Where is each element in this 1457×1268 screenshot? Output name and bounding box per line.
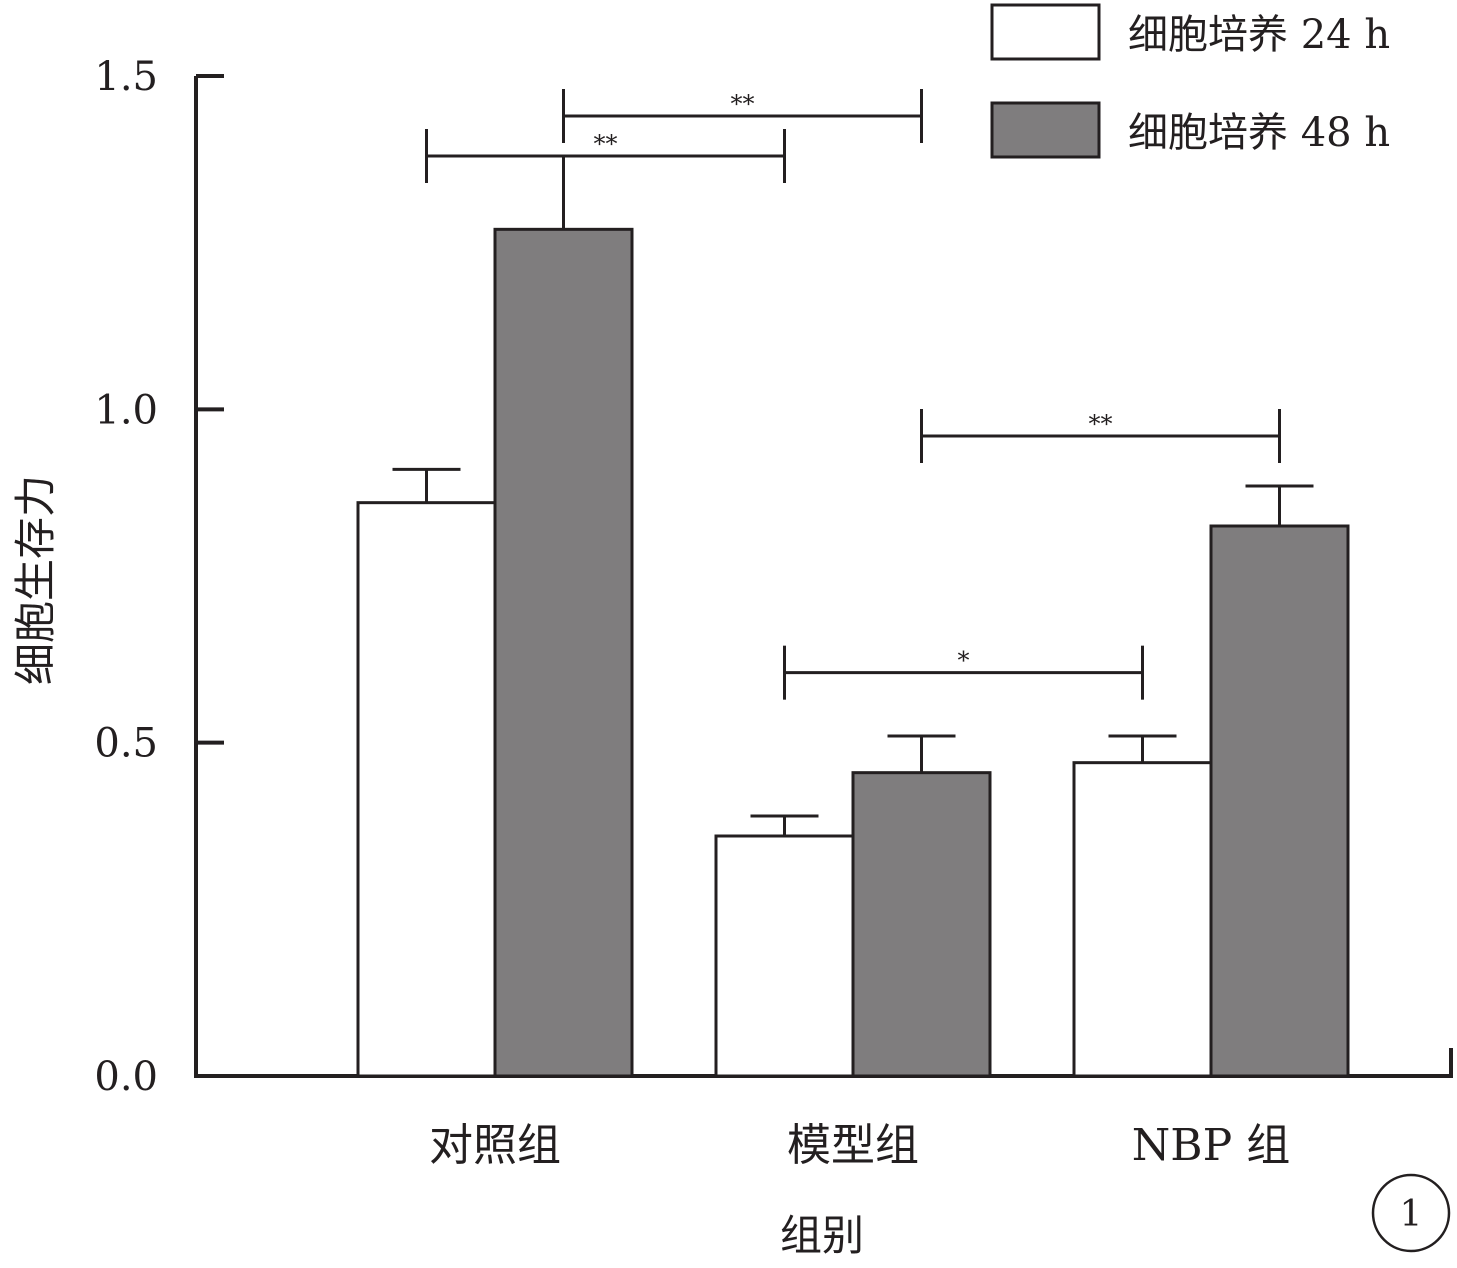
legend-swatch [990,101,1101,159]
error-bars [392,154,1314,836]
bar-48h [1209,524,1350,1078]
x-tick-label: NBP 组 [1132,1120,1290,1171]
significance-label: ** [594,130,618,158]
significance-label: * [958,647,970,675]
x-axis-title: 组别 [780,1211,864,1260]
x-tick-label: 模型组 [787,1120,919,1171]
bar-24h [356,501,497,1078]
axes: 0.0 0.5 1.0 1.5 对照组 模型组 NBP 组 [94,54,1453,1171]
bar-48h [493,227,634,1078]
y-tick-label: 1.5 [94,54,158,100]
panel-label-circle [1371,1173,1451,1253]
panel-label: 1 [1400,1194,1423,1235]
y-tick-label: 0.0 [94,1054,158,1100]
y-tick-label: 0.5 [94,721,158,767]
significance-label: ** [731,90,755,118]
legend-swatch [990,3,1101,61]
bar-24h [714,834,855,1078]
legend: 细胞培养 24 h 细胞培养 48 h [990,3,1390,159]
x-tick-label: 对照组 [429,1120,561,1171]
bar-48h [851,771,992,1078]
legend-label: 细胞培养 24 h [1128,12,1390,58]
y-axis-title: 细胞生存力 [11,475,60,685]
bars [356,227,1350,1078]
y-tick-label: 1.0 [94,387,158,433]
significance-brackets: ******* [425,89,1281,700]
legend-label: 细胞培养 48 h [1128,110,1390,156]
bar-24h [1072,761,1213,1078]
significance-label: ** [1089,410,1113,438]
